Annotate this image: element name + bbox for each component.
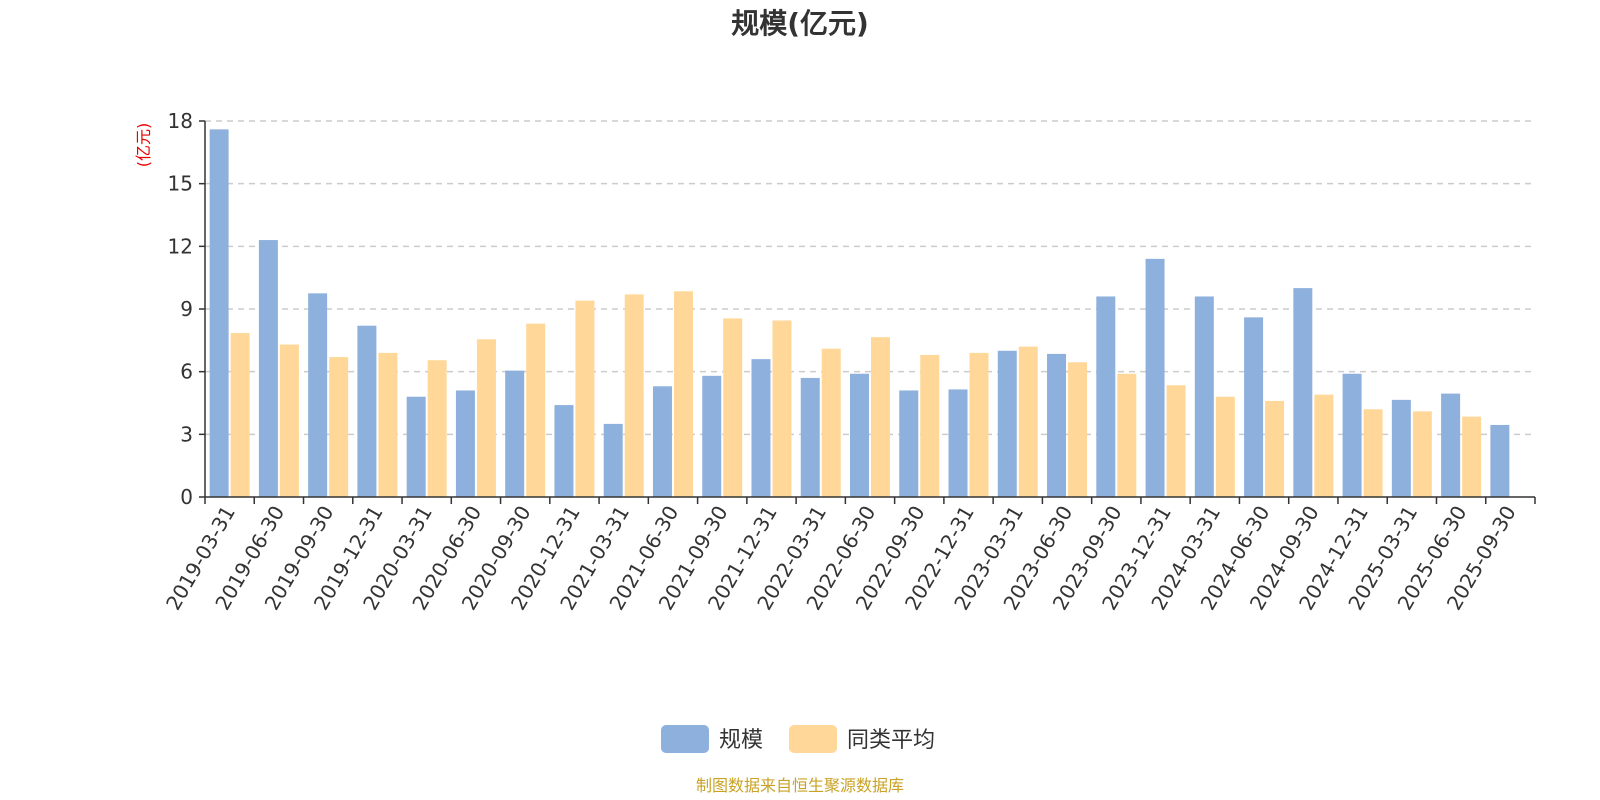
legend-swatch [661,725,709,753]
bar-peer-average [821,348,841,497]
bar-peer-average [1412,411,1432,497]
bar-peer-average [1265,400,1285,497]
bar-peer-average [673,291,693,497]
bar-peer-average [427,360,447,497]
bar-peer-average [1068,362,1088,497]
bar-peer-average [378,352,398,497]
chart-title: 规模(亿元) [731,7,869,40]
y-tick-label: 15 [168,172,193,196]
bar-scale [652,386,672,497]
bar-peer-average [526,323,546,497]
bar-scale [1145,258,1165,497]
bar-scale [1490,424,1510,497]
bar-peer-average [920,354,940,497]
bar-scale [209,129,229,497]
legend-swatch [789,725,837,753]
bar-peer-average [1462,416,1482,497]
bar-scale [554,405,574,497]
bar-scale [357,325,377,497]
bar-peer-average [969,352,989,497]
source-note: 制图数据来自恒生聚源数据库 [696,776,904,795]
bar-peer-average [624,294,644,497]
bar-peer-average [1215,396,1235,497]
bar-peer-average [723,318,743,497]
bar-scale [800,377,820,497]
bar-peer-average [329,357,349,497]
y-tick-label: 6 [180,360,193,384]
y-axis-unit-label: (亿元) [134,123,153,168]
bar-peer-average [575,300,595,497]
bar-scale [948,389,968,497]
legend-label: 同类平均 [847,728,935,753]
bar-peer-average [772,320,792,497]
bars [209,129,1510,498]
bar-scale [751,359,771,497]
bar-peer-average [1363,409,1383,497]
y-axis: 0 3 6 9 12 15 18 [168,109,206,509]
bar-scale [308,293,328,497]
bar-scale [603,423,623,497]
y-tick-label: 3 [180,422,193,446]
bar-scale [1293,288,1313,497]
bar-scale [1391,399,1411,497]
bar-peer-average [1166,385,1186,497]
bar-scale [1047,353,1067,497]
bar-peer-average [871,337,890,497]
legend: 规模 同类平均 [661,725,935,753]
y-tick-label: 18 [168,109,193,133]
bar-scale [850,373,869,497]
bar-scale [1441,393,1461,497]
bar-peer-average [230,333,250,497]
bar-scale [406,396,426,497]
bar-scale [258,240,278,498]
bar-scale [899,390,919,497]
bar-peer-average [1117,373,1137,497]
y-tick-label: 9 [180,297,193,321]
bar-scale [455,390,475,497]
bar-scale [1194,296,1214,497]
bar-scale [1244,317,1264,497]
bar-scale [997,350,1017,497]
bar-peer-average [1314,394,1334,497]
x-axis: 2019-03-312019-06-302019-09-302019-12-31… [161,496,1536,614]
bar-scale [1096,296,1116,497]
bar-scale [1342,373,1362,497]
bar-peer-average [279,344,299,497]
y-tick-label: 0 [180,485,193,509]
bar-scale [505,370,525,497]
bar-scale [702,375,722,497]
bar-peer-average [1018,346,1038,497]
legend-label: 规模 [719,728,763,753]
grid-lines [205,120,1535,436]
y-tick-label: 12 [168,234,193,258]
bar-peer-average [476,339,496,497]
